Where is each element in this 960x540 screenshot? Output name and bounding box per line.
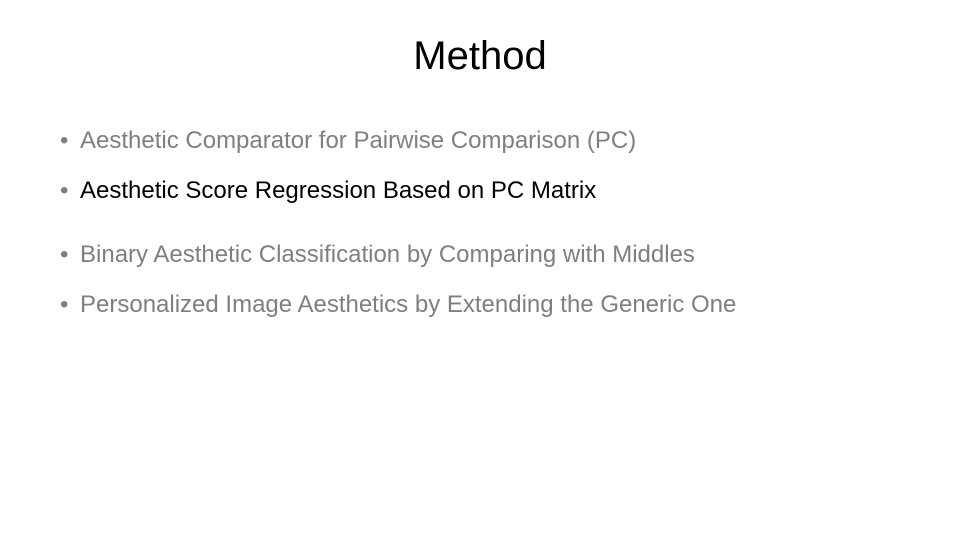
slide-title: Method [0, 34, 960, 79]
bullet-item: • Binary Aesthetic Classification by Com… [60, 240, 900, 270]
bullet-item: • Personalized Image Aesthetics by Exten… [60, 290, 900, 320]
bullet-marker: • [60, 126, 68, 156]
bullet-text: Aesthetic Comparator for Pairwise Compar… [80, 127, 636, 154]
bullet-text: Binary Aesthetic Classification by Compa… [80, 241, 695, 268]
bullet-item: • Aesthetic Score Regression Based on PC… [60, 176, 900, 206]
bullet-marker: • [60, 176, 68, 206]
bullet-text: Aesthetic Score Regression Based on PC M… [80, 177, 596, 204]
spacer [60, 226, 900, 240]
bullet-text: Personalized Image Aesthetics by Extendi… [80, 291, 736, 318]
slide: Method • Aesthetic Comparator for Pairwi… [0, 0, 960, 540]
bullet-item: • Aesthetic Comparator for Pairwise Comp… [60, 126, 900, 156]
bullet-list: • Aesthetic Comparator for Pairwise Comp… [60, 126, 900, 340]
bullet-marker: • [60, 240, 68, 270]
bullet-marker: • [60, 290, 68, 320]
